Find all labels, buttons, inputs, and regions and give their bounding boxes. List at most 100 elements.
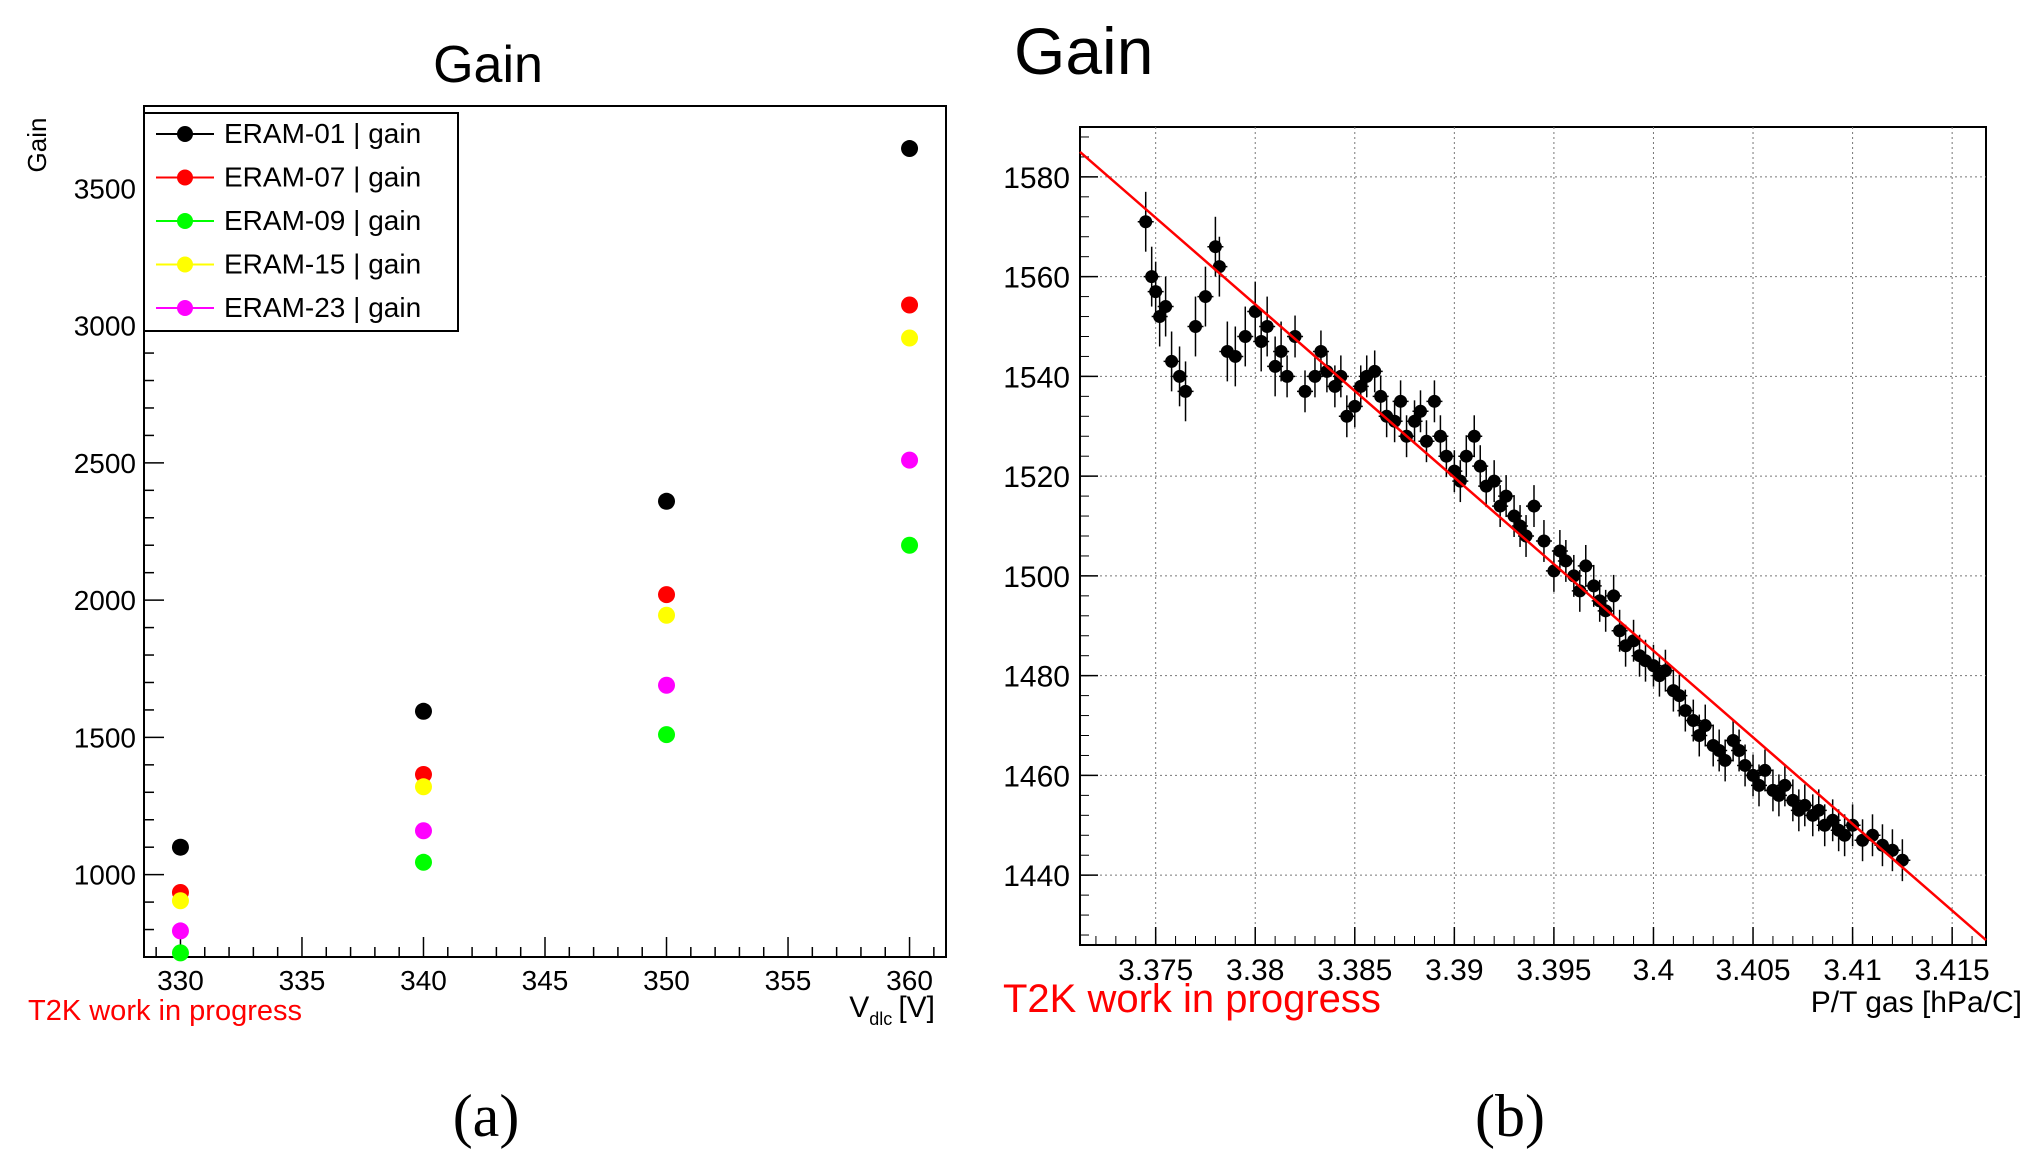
data-point	[1238, 329, 1252, 343]
legend-marker	[177, 169, 193, 186]
y-tick-label: 1580	[1003, 162, 1070, 195]
data-point	[1348, 399, 1362, 413]
y-tick-label: 2500	[74, 448, 136, 479]
y-tick-label: 1500	[74, 722, 136, 753]
legend-label: ERAM-09 | gain	[224, 205, 421, 236]
panel-b-ticks	[1080, 136, 1973, 945]
panel-a-xlabel: Vdlc [V]	[849, 991, 935, 1029]
data-point	[171, 944, 189, 962]
data-point	[1433, 429, 1447, 443]
panel-b-tick-labels: 3.375 3.38 3.385 3.39 3.395 3.4 3.405 3.41 3.415…	[1003, 162, 1989, 987]
data-point	[1408, 414, 1422, 428]
x-tick-label: 340	[400, 965, 447, 996]
data-point	[1459, 449, 1473, 463]
legend-entry: ERAM-15 | gain	[156, 249, 421, 280]
data-point	[1374, 389, 1388, 403]
data-point	[1812, 803, 1826, 817]
data-point	[1487, 474, 1501, 488]
legend-entry: ERAM-09 | gain	[156, 205, 421, 236]
panel-a: Gain Gain 330 335 340 345 350 355 360 1000 1500 2…	[22, 36, 947, 1149]
legend-label: ERAM-01 | gain	[224, 118, 421, 149]
panel-b-fit-line	[1079, 150, 1987, 941]
y-tick-label: 1460	[1003, 760, 1070, 793]
data-point	[1758, 763, 1772, 777]
legend-label: ERAM-07 | gain	[224, 162, 421, 193]
data-point	[1712, 743, 1726, 757]
data-point	[1772, 788, 1786, 802]
legend-marker	[177, 213, 193, 229]
data-point	[1340, 409, 1354, 423]
data-point	[1274, 344, 1288, 358]
data-point	[1179, 384, 1193, 398]
data-point	[658, 606, 676, 624]
x-tick-label: 3.385	[1317, 954, 1392, 987]
y-tick-label: 1540	[1003, 361, 1070, 394]
data-point	[1254, 334, 1268, 348]
legend-entry: ERAM-23 | gain	[156, 292, 421, 323]
data-point	[1692, 729, 1706, 743]
y-tick-label: 1560	[1003, 262, 1070, 295]
panel-b-watermark: T2K work in progress	[1003, 977, 1381, 1021]
data-point	[1826, 813, 1840, 827]
data-point	[1314, 344, 1328, 358]
panel-a-title: Gain	[433, 36, 543, 94]
data-point	[171, 892, 189, 910]
data-point	[1746, 768, 1760, 782]
data-point	[1493, 499, 1507, 513]
data-point	[1427, 394, 1441, 408]
legend-entry: ERAM-07 | gain	[156, 162, 421, 193]
y-tick-label: 3500	[74, 173, 136, 204]
data-point	[1658, 664, 1672, 678]
panel-a-legend: ERAM-01 | gain ERAM-07 | gain ERAM-09 | ga…	[143, 112, 459, 332]
data-point	[1752, 778, 1766, 792]
data-point	[1513, 519, 1527, 533]
x-tick-label: 335	[279, 965, 326, 996]
data-point	[1153, 310, 1167, 324]
legend-marker	[177, 300, 193, 316]
data-point	[1646, 659, 1660, 673]
x-tick-label: 3.405	[1715, 954, 1790, 987]
data-point	[901, 536, 919, 554]
data-point	[1573, 584, 1587, 598]
panel-b-title: Gain	[1014, 14, 1153, 88]
data-point	[901, 451, 919, 469]
x-tick-label: 3.4	[1633, 954, 1675, 987]
data-point	[1579, 559, 1593, 573]
data-point	[1718, 753, 1732, 767]
data-point	[1419, 434, 1433, 448]
data-point	[1198, 290, 1212, 304]
data-point	[901, 140, 919, 158]
data-point	[1368, 364, 1382, 378]
data-point	[1726, 734, 1740, 747]
data-point	[1838, 828, 1852, 842]
data-point	[1334, 369, 1348, 383]
data-point	[1212, 260, 1226, 274]
data-point	[658, 726, 676, 744]
panel-a-data-points	[171, 140, 919, 962]
x-tick-label: 3.41	[1823, 954, 1881, 987]
data-point	[414, 853, 432, 871]
legend-label: ERAM-23 | gain	[224, 292, 421, 323]
data-point	[414, 765, 432, 783]
data-point	[1732, 743, 1746, 757]
data-point	[1587, 579, 1601, 593]
legend-marker	[177, 256, 193, 273]
x-tick-label: 360	[886, 965, 933, 996]
data-point	[1686, 714, 1700, 728]
legend-entry: ERAM-01 | gain	[156, 118, 421, 149]
data-point	[658, 676, 676, 694]
panel-b-data-points	[1137, 191, 1911, 882]
data-point	[1607, 589, 1621, 603]
data-point	[1439, 449, 1453, 463]
legend-label: ERAM-15 | gain	[224, 249, 421, 280]
data-point	[1885, 843, 1899, 857]
data-point	[1553, 544, 1567, 558]
data-point	[1593, 594, 1607, 608]
panel-a-label: (a)	[453, 1083, 520, 1149]
data-point	[171, 838, 189, 856]
data-point	[1308, 369, 1322, 383]
x-tick-label: 345	[522, 965, 569, 996]
data-point	[658, 586, 676, 604]
data-point	[1698, 719, 1712, 733]
